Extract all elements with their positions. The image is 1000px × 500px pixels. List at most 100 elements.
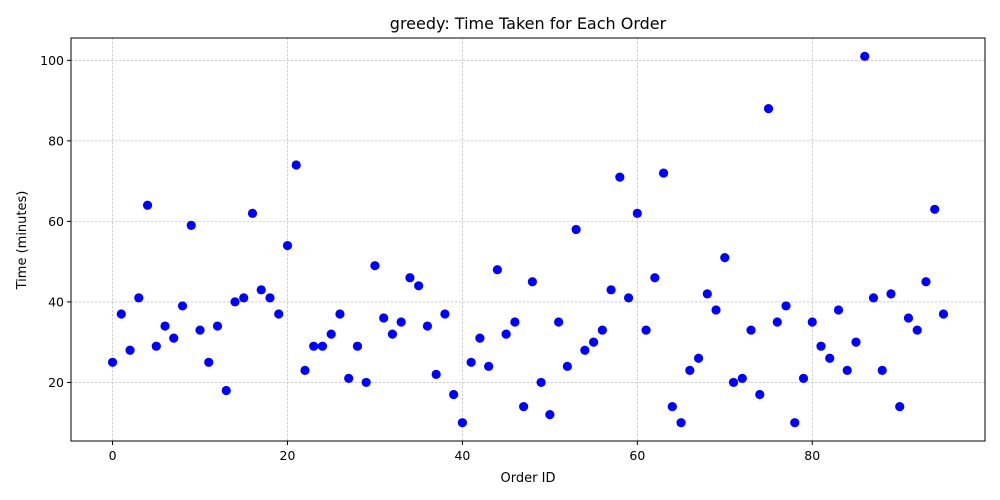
- x-axis-label: Order ID: [501, 471, 556, 486]
- data-point: [151, 341, 161, 351]
- data-point: [693, 353, 704, 363]
- data-point: [414, 281, 424, 291]
- data-point: [204, 357, 214, 367]
- data-point: [554, 317, 564, 327]
- data-point: [746, 325, 756, 335]
- data-point: [685, 365, 695, 375]
- data-point: [335, 309, 345, 319]
- data-point: [632, 208, 642, 218]
- data-point: [851, 337, 861, 347]
- data-point: [379, 313, 389, 323]
- x-tick-label: 20: [280, 448, 296, 463]
- data-point: [466, 357, 476, 367]
- data-point: [344, 373, 354, 383]
- data-point: [352, 341, 363, 351]
- data-point: [816, 341, 826, 351]
- data-point: [658, 168, 669, 178]
- y-tick-label: 40: [48, 294, 64, 309]
- data-point: [300, 365, 310, 375]
- data-point: [597, 325, 607, 335]
- data-point: [702, 289, 712, 299]
- data-point: [711, 305, 721, 315]
- data-point: [247, 208, 258, 218]
- data-point: [221, 385, 231, 396]
- data-point: [781, 301, 791, 311]
- plot-frame: [70, 37, 986, 442]
- data-point: [492, 265, 502, 275]
- x-tick-label: 80: [804, 448, 820, 463]
- x-tick-label: 60: [629, 448, 645, 463]
- y-tick-label: 60: [48, 214, 64, 229]
- y-tick-label: 100: [40, 53, 64, 68]
- data-point: [798, 373, 809, 383]
- data-point: [623, 293, 634, 303]
- data-point: [571, 224, 581, 235]
- data-point: [291, 160, 301, 170]
- data-point: [650, 273, 660, 283]
- data-point: [930, 204, 940, 214]
- data-point: [580, 345, 590, 355]
- data-point: [370, 261, 380, 271]
- data-point: [868, 293, 879, 303]
- data-point: [230, 297, 240, 307]
- data-point: [720, 253, 730, 263]
- y-tick-label: 80: [48, 133, 64, 148]
- data-point: [274, 309, 284, 319]
- data-point: [256, 285, 266, 295]
- data-point: [239, 293, 249, 303]
- data-point: [562, 361, 572, 371]
- data-point: [728, 377, 739, 388]
- data-point: [107, 357, 118, 367]
- data-point: [475, 333, 485, 343]
- data-point: [422, 321, 433, 331]
- data-point: [842, 365, 852, 375]
- data-point: [169, 333, 179, 343]
- data-point: [265, 293, 275, 303]
- data-point: [588, 337, 599, 347]
- data-point: [807, 317, 817, 327]
- data-point: [938, 309, 949, 319]
- x-axis-ticks: 0 20 40 60 80: [109, 441, 820, 463]
- data-point: [510, 317, 520, 327]
- data-point: [501, 329, 511, 339]
- data-point: [186, 220, 196, 231]
- data-point: [737, 373, 747, 383]
- data-point: [527, 277, 537, 287]
- x-tick-label: 0: [109, 448, 117, 463]
- data-point: [825, 353, 835, 363]
- data-point: [886, 289, 896, 299]
- data-point: [212, 321, 223, 331]
- data-point: [449, 389, 459, 400]
- data-point: [606, 285, 616, 295]
- data-point: [790, 418, 800, 428]
- data-point: [545, 410, 555, 420]
- data-point: [877, 365, 887, 375]
- data-point: [396, 317, 406, 327]
- data-point: [833, 305, 844, 315]
- data-point: [536, 377, 546, 388]
- data-point: [484, 361, 494, 371]
- data-point: [860, 51, 870, 61]
- data-point: [440, 309, 450, 319]
- data-points: [107, 51, 949, 428]
- grid-lines: [71, 38, 985, 441]
- data-point: [615, 172, 625, 182]
- data-point: [142, 200, 153, 210]
- data-point: [903, 313, 914, 323]
- data-point: [763, 104, 774, 114]
- y-axis-label: Time (minutes): [15, 191, 30, 291]
- data-point: [326, 329, 336, 339]
- data-point: [195, 325, 205, 335]
- data-point: [134, 293, 144, 303]
- data-point: [457, 418, 468, 428]
- data-point: [361, 377, 371, 388]
- data-point: [921, 277, 931, 287]
- x-tick-label: 40: [454, 448, 470, 463]
- data-point: [317, 341, 328, 351]
- y-axis-ticks: 20 40 60 80 100: [40, 53, 71, 390]
- data-point: [895, 401, 905, 412]
- data-point: [519, 401, 529, 412]
- y-tick-label: 20: [48, 375, 64, 390]
- data-point: [772, 317, 782, 327]
